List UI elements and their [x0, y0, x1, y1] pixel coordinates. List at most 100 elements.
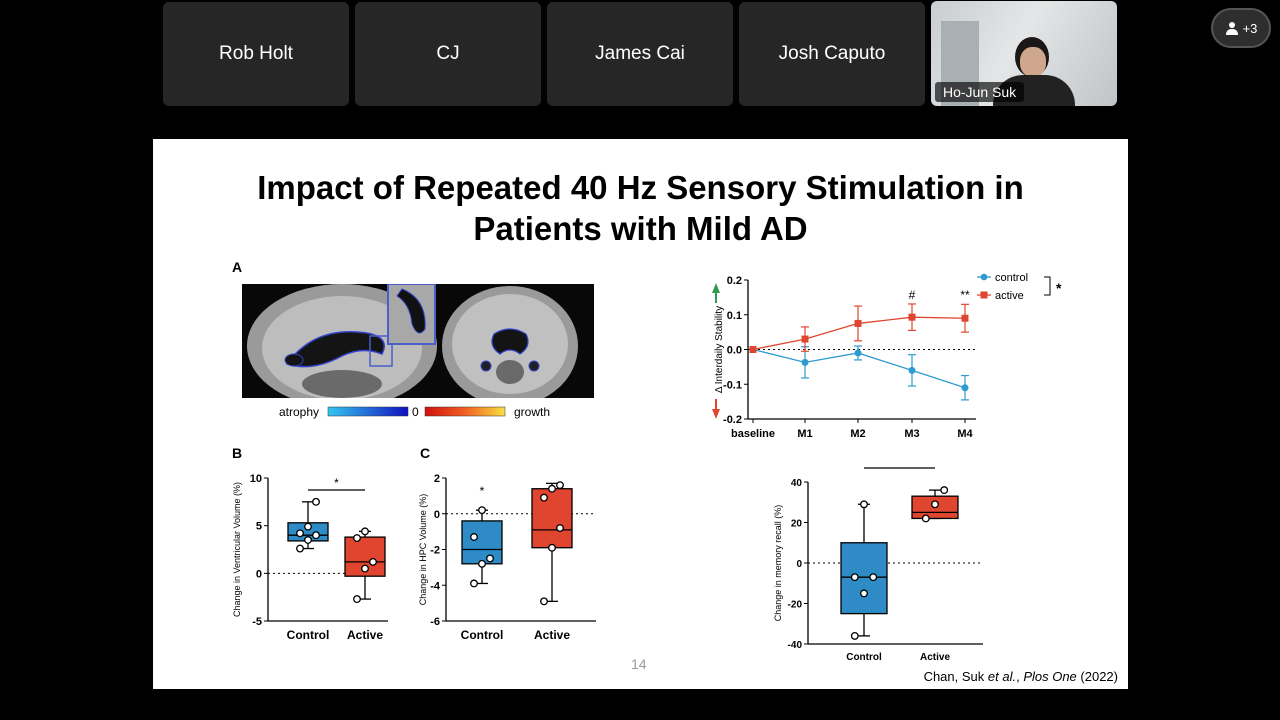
y-axis-label: Change in memory recall (%) — [773, 505, 783, 622]
citation-year: (2022) — [1076, 669, 1118, 684]
data-point-control — [801, 358, 809, 366]
chart-ventricular-volume: -5 0 5 10 Change in Ventricular Volume (%) Co… — [232, 473, 388, 642]
data-point — [940, 486, 949, 495]
data-point — [304, 522, 312, 531]
video-person-face — [1020, 47, 1046, 77]
data-point — [860, 500, 868, 509]
y-tick-label: 0 — [796, 559, 802, 570]
category-label: Control — [461, 628, 504, 642]
data-point-active — [749, 346, 757, 353]
data-point — [296, 544, 304, 553]
data-point — [869, 573, 878, 582]
y-tick-label: -6 — [430, 616, 440, 628]
participant-tile-james-cai[interactable]: James Cai — [547, 2, 733, 106]
data-point — [361, 527, 369, 536]
data-point — [312, 531, 320, 540]
data-point — [548, 543, 556, 552]
y-tick-label: 0 — [434, 509, 440, 521]
significance-label: * — [480, 484, 485, 498]
data-point — [470, 579, 478, 588]
data-point-control — [961, 384, 969, 392]
y-axis-label: Change in HPC Volume (%) — [418, 494, 428, 606]
legend-label-control: control — [995, 272, 1028, 284]
data-point — [296, 529, 304, 538]
participant-video-tile[interactable]: Ho-Jun Suk — [931, 1, 1117, 106]
y-tick-label: -0.1 — [723, 379, 742, 391]
category-label: Active — [347, 628, 383, 642]
data-point — [556, 524, 564, 533]
y-tick-label: 0.0 — [727, 345, 742, 357]
y-tick-label: 10 — [250, 473, 262, 485]
y-tick-label: 5 — [256, 521, 262, 533]
data-point — [304, 536, 312, 544]
up-arrow-icon — [712, 283, 720, 293]
data-point — [850, 573, 859, 582]
data-point-active — [908, 313, 916, 321]
y-tick-label: 0.2 — [727, 275, 742, 287]
data-point — [540, 493, 548, 502]
chart-interdaily-stability: -0.2 -0.1 0.0 0.1 0.2 baseline M1 M2 M3 M4 Δ Inter… — [712, 272, 1062, 440]
participant-name: Rob Holt — [219, 43, 293, 64]
panel-label-c: C — [420, 445, 431, 461]
x-tick-label: M1 — [797, 428, 812, 440]
participant-tile-rob-holt[interactable]: Rob Holt — [163, 2, 349, 106]
data-point-active — [801, 335, 809, 343]
participant-tile-josh-caputo[interactable]: Josh Caputo — [739, 2, 925, 106]
data-point — [478, 506, 486, 515]
box — [840, 542, 888, 615]
citation: Chan, Suk et al., Plos One (2022) — [924, 669, 1118, 684]
significance-label: * — [334, 476, 339, 490]
chart-hpc-volume: -6 -4 -2 0 2 Change in HPC Volume (%) Control A… — [418, 473, 596, 642]
person-icon — [1225, 22, 1238, 35]
data-point — [860, 589, 868, 598]
data-point — [556, 481, 564, 490]
citation-sep: , — [1016, 669, 1024, 684]
x-tick-label: M2 — [850, 428, 865, 440]
legend-significance: * — [1056, 280, 1062, 296]
colorbar: atrophy 0 growth — [279, 405, 550, 419]
more-participants-button[interactable]: +3 — [1211, 8, 1271, 48]
data-point — [540, 597, 548, 606]
y-tick-label: 0.1 — [727, 310, 742, 322]
data-point — [478, 559, 486, 568]
citation-journal: Plos One — [1023, 669, 1077, 684]
data-point — [850, 631, 859, 640]
x-tick-label: M3 — [904, 428, 919, 440]
down-arrow-icon — [712, 409, 720, 419]
panel-label-b: B — [232, 445, 243, 461]
y-tick-label: 0 — [256, 568, 262, 580]
legend-marker-control — [980, 273, 988, 281]
y-tick-label: -20 — [788, 600, 803, 611]
data-point — [931, 500, 939, 509]
participant-name: Ho-Jun Suk — [935, 82, 1025, 102]
y-tick-label: -2 — [430, 545, 440, 557]
category-label: Control — [287, 628, 330, 642]
chart-memory-recall: -40 -20 0 20 40 Change in memory recall (%) Co… — [773, 464, 983, 663]
x-tick-label: baseline — [731, 428, 775, 440]
significance-label: * — [897, 464, 902, 468]
shared-slide: Impact of Repeated 40 Hz Sensory Stimula… — [153, 139, 1128, 689]
slide-title-line2: Patients with Mild AD — [473, 210, 808, 247]
colorbar-mid-label: 0 — [412, 405, 419, 419]
y-tick-label: 20 — [791, 519, 803, 530]
data-point — [921, 514, 930, 523]
colorbar-left-label: atrophy — [279, 405, 319, 419]
y-tick-label: -5 — [252, 616, 262, 628]
participant-tile-cj[interactable]: CJ — [355, 2, 541, 106]
slide-title-line1: Impact of Repeated 40 Hz Sensory Stimula… — [257, 169, 1024, 206]
colorbar-right-label: growth — [514, 405, 550, 419]
data-point-control — [854, 349, 862, 357]
mri-brain-image — [242, 284, 594, 398]
data-point — [486, 554, 494, 563]
x-tick-label: M4 — [957, 428, 973, 440]
y-tick-label: 40 — [791, 478, 803, 489]
data-point — [361, 564, 369, 573]
y-axis-label: Δ Interdaily Stability — [714, 306, 725, 393]
participant-name: James Cai — [595, 43, 685, 64]
participant-name: Josh Caputo — [778, 43, 886, 64]
data-point — [312, 497, 320, 506]
legend-bracket — [1044, 276, 1051, 296]
more-participants-count: +3 — [1242, 20, 1258, 36]
legend-marker-active — [980, 291, 988, 299]
data-point — [548, 484, 556, 493]
